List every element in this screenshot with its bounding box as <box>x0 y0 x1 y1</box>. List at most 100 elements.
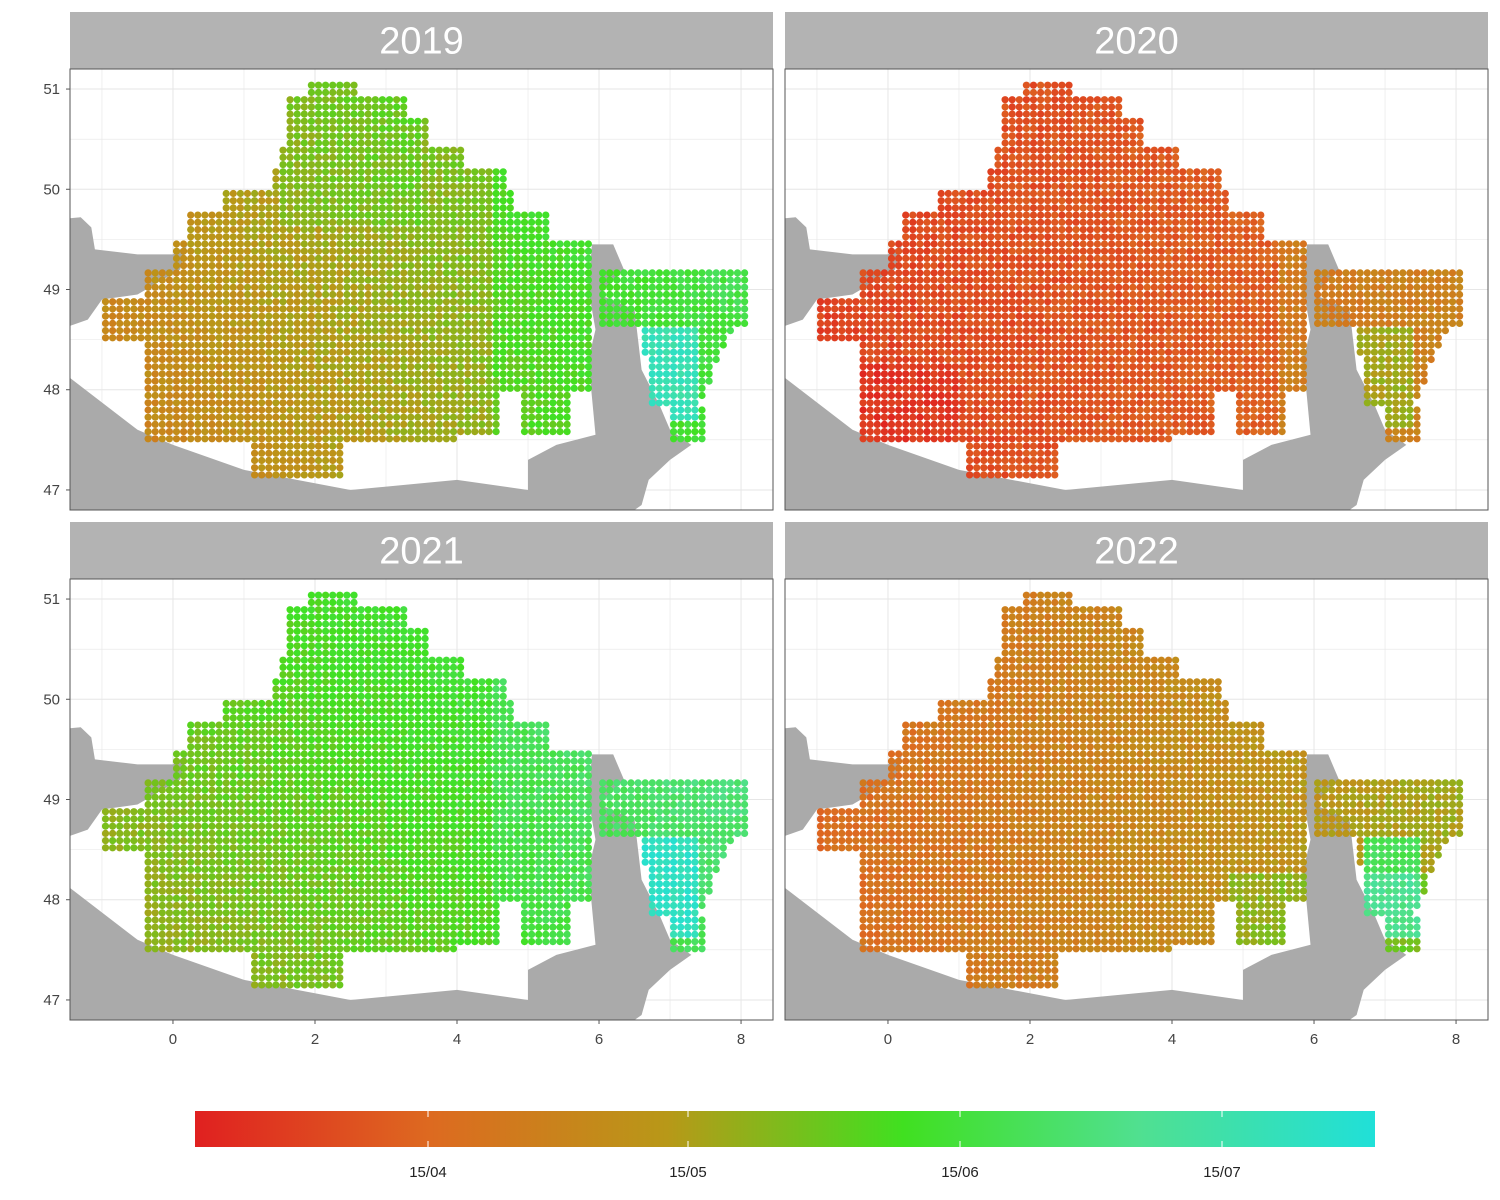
data-point <box>385 189 394 198</box>
data-point <box>1072 420 1080 428</box>
data-point <box>151 290 159 299</box>
data-point <box>329 319 337 327</box>
data-point <box>421 334 429 342</box>
data-point <box>1008 384 1016 392</box>
data-point <box>1214 283 1222 291</box>
data-point <box>1271 305 1279 313</box>
data-point <box>499 197 507 205</box>
data-point <box>1065 283 1073 291</box>
data-point <box>208 341 216 349</box>
data-point <box>322 456 330 465</box>
data-point <box>1406 305 1414 313</box>
data-point <box>393 298 401 306</box>
data-point <box>449 384 458 392</box>
data-point <box>385 211 394 219</box>
data-point <box>329 103 337 111</box>
data-point <box>485 319 493 327</box>
data-point <box>895 348 903 356</box>
data-point <box>627 305 635 313</box>
data-point <box>1100 355 1109 364</box>
data-point <box>1001 240 1009 248</box>
data-point <box>229 319 237 327</box>
data-point <box>258 464 266 472</box>
data-point <box>1186 312 1194 320</box>
data-point <box>364 290 372 299</box>
data-point <box>698 363 706 371</box>
data-point <box>923 305 931 313</box>
data-point <box>414 334 422 342</box>
data-point <box>485 384 493 392</box>
data-point <box>457 355 465 364</box>
data-point <box>464 298 472 306</box>
data-point <box>1143 391 1151 400</box>
data-point <box>1413 334 1421 342</box>
data-point <box>852 312 860 320</box>
data-point <box>1456 312 1464 320</box>
data-point <box>556 247 564 255</box>
data-point <box>1221 384 1229 392</box>
data-point <box>329 240 337 248</box>
data-point <box>705 327 713 335</box>
data-point <box>293 168 301 176</box>
data-point <box>293 449 301 457</box>
data-point <box>923 406 931 414</box>
data-point <box>421 319 429 327</box>
data-point <box>1150 233 1158 241</box>
data-point <box>364 175 372 183</box>
data-point <box>584 247 593 255</box>
data-point <box>258 384 266 392</box>
data-point <box>457 377 465 385</box>
data-point <box>286 189 294 198</box>
data-point <box>1257 298 1265 306</box>
data-point <box>314 204 323 212</box>
data-point <box>492 298 500 306</box>
data-point <box>371 226 379 234</box>
data-point <box>1363 319 1371 327</box>
data-point <box>966 312 974 320</box>
data-point <box>492 341 500 349</box>
data-point <box>1093 298 1101 306</box>
data-point <box>648 384 656 392</box>
data-point <box>279 384 287 392</box>
data-point <box>535 327 543 335</box>
data-point <box>393 153 401 161</box>
data-point <box>1406 377 1414 385</box>
data-point <box>357 96 365 104</box>
data-point <box>485 247 493 255</box>
data-point <box>923 240 931 248</box>
data-point <box>393 305 401 313</box>
data-point <box>109 312 117 320</box>
data-point <box>1015 319 1023 327</box>
data-point <box>1022 283 1030 291</box>
data-point <box>478 218 486 226</box>
data-point <box>1150 298 1158 306</box>
data-point <box>655 334 664 342</box>
data-point <box>1015 276 1023 284</box>
data-point <box>670 348 678 356</box>
data-point <box>243 276 252 284</box>
data-point <box>1044 384 1052 392</box>
data-point <box>251 262 259 270</box>
data-point <box>1299 247 1307 255</box>
data-point <box>286 233 294 241</box>
data-point <box>385 240 394 248</box>
data-point <box>258 298 266 306</box>
data-point <box>1093 377 1101 385</box>
data-point <box>414 420 422 428</box>
data-point <box>994 240 1002 248</box>
data-point <box>1235 399 1244 407</box>
data-point <box>272 226 280 234</box>
data-point <box>1207 355 1215 364</box>
data-point <box>378 254 386 262</box>
data-point <box>852 327 860 335</box>
data-point <box>385 124 394 133</box>
data-point <box>187 384 195 392</box>
data-point <box>208 384 216 392</box>
data-point <box>973 319 981 327</box>
data-point <box>322 197 330 205</box>
data-point <box>641 319 649 327</box>
data-point <box>364 153 372 161</box>
data-point <box>428 204 436 212</box>
data-point <box>300 240 308 248</box>
data-point <box>307 139 315 147</box>
